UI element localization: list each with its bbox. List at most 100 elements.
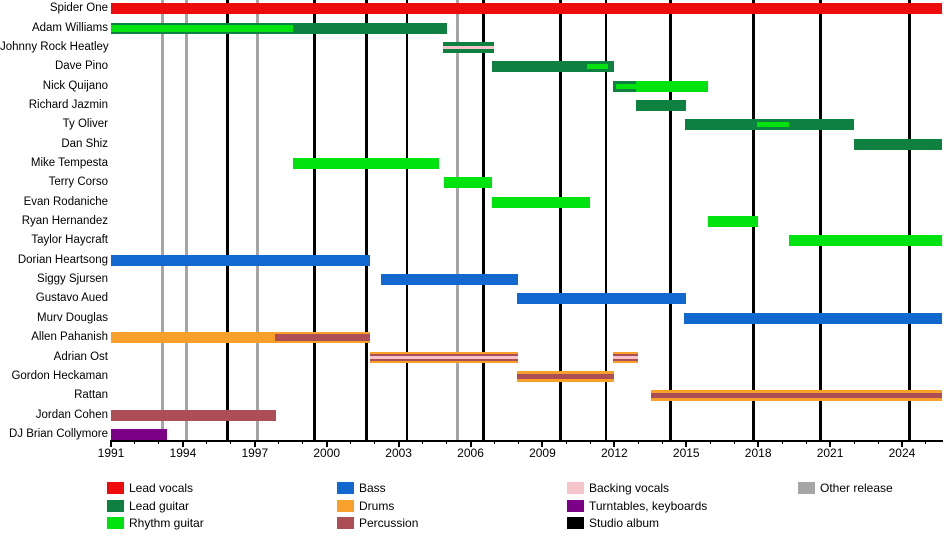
timeline-plot-area xyxy=(111,0,942,440)
major-tick xyxy=(110,440,112,447)
member-name: Nick Quijano xyxy=(42,79,108,92)
timeline-stripe-rhythm_guitar xyxy=(756,122,790,128)
legend-swatch-turntables_keyboards xyxy=(567,499,584,512)
member-name: Ryan Hernandez xyxy=(21,215,108,228)
legend-label: Drums xyxy=(359,498,395,513)
other-release-marker xyxy=(255,0,259,440)
timeline-bar-rhythm_guitar xyxy=(635,80,708,92)
minor-tick xyxy=(446,440,448,444)
studio-album-marker xyxy=(559,0,562,440)
member-name: Jordan Cohen xyxy=(35,408,108,421)
other-release-marker xyxy=(455,0,459,440)
legend-label: Studio album xyxy=(589,516,660,530)
axis-year-label: 1994 xyxy=(169,446,197,460)
major-tick xyxy=(685,440,688,447)
minor-tick xyxy=(350,440,352,444)
studio-album-marker xyxy=(604,0,608,440)
legend-swatch-backing_vocals xyxy=(567,482,584,494)
studio-album-marker xyxy=(482,0,486,440)
axis-year-label: 2003 xyxy=(385,446,412,460)
axis-year-label: 2012 xyxy=(600,446,628,460)
timeline-bar-lead_guitar xyxy=(685,119,855,131)
minor-tick xyxy=(877,440,879,444)
minor-tick xyxy=(374,440,376,444)
timeline-bar-bass xyxy=(111,254,370,266)
timeline-bar-lead_vocals xyxy=(111,3,942,15)
legend-label: Other release xyxy=(820,481,893,495)
member-name: Taylor Haycraft xyxy=(31,234,108,247)
timeline-bar-lead_guitar xyxy=(442,41,495,53)
legend-label: Lead vocals xyxy=(129,481,194,495)
timeline-bar-drums xyxy=(517,370,615,382)
studio-album-marker xyxy=(669,0,673,440)
member-name: Rattan xyxy=(74,389,108,402)
studio-album-marker xyxy=(907,0,911,440)
axis-year-label: 1997 xyxy=(241,446,269,460)
legend-swatch-percussion xyxy=(337,517,354,529)
member-name: Dave Pino xyxy=(54,60,108,73)
major-tick xyxy=(325,440,328,447)
legend-swatch-studio_album xyxy=(567,517,584,529)
legend-label: Bass xyxy=(359,481,386,495)
minor-tick xyxy=(422,440,424,444)
timeline-bar-lead_guitar xyxy=(635,99,687,111)
timeline-bar-bass xyxy=(683,312,942,324)
timeline-stripe-rhythm_guitar xyxy=(586,64,609,70)
member-name: Richard Jazmin xyxy=(28,98,108,111)
major-tick xyxy=(613,440,616,447)
timeline-bar-rhythm_guitar xyxy=(444,177,493,189)
minor-tick xyxy=(158,440,160,444)
minor-tick xyxy=(206,440,208,444)
member-name: DJ Brian Collymore xyxy=(8,427,108,440)
timeline-bar-drums xyxy=(369,351,519,363)
legend-label: Lead guitar xyxy=(129,498,190,513)
member-name: Terry Corso xyxy=(48,176,108,189)
member-name-column: Spider One Adam Williams Johnny Rock Heatl… xyxy=(0,0,109,440)
member-name: Dorian Heartsong xyxy=(17,253,108,266)
timeline-stripe-backing_vocals xyxy=(613,355,639,359)
member-name: Ty Oliver xyxy=(62,118,108,131)
timeline-bar-drums xyxy=(613,351,639,363)
minor-tick xyxy=(709,440,711,444)
legend-label: Percussion xyxy=(359,516,419,530)
timeline-bar-rhythm_guitar xyxy=(789,235,942,247)
legend-swatch-drums xyxy=(337,499,354,512)
legend-label: Backing vocals xyxy=(589,481,670,495)
major-tick xyxy=(469,440,472,447)
minor-tick xyxy=(517,440,519,444)
studio-album-marker xyxy=(225,0,229,440)
studio-album-marker xyxy=(405,0,409,440)
axis-year-label: 2000 xyxy=(313,446,341,460)
timeline-stripe-rhythm_guitar xyxy=(615,83,636,89)
axis-year-label: 2006 xyxy=(457,446,484,460)
legend-swatch-bass xyxy=(337,482,354,494)
timeline-bar-lead_guitar xyxy=(854,138,942,150)
legend-swatch-other_release xyxy=(798,482,815,494)
minor-tick xyxy=(302,440,304,444)
axis-year-label: 2018 xyxy=(744,446,772,460)
timeline-bar-lead_guitar xyxy=(492,61,615,73)
member-name: Murv Douglas xyxy=(37,311,108,324)
minor-tick xyxy=(589,440,591,444)
timeline-bar-lead_guitar xyxy=(613,80,636,92)
studio-album-marker xyxy=(313,0,317,440)
legend-swatch-rhythm_guitar xyxy=(107,517,124,529)
timeline-stripe-backing_vocals xyxy=(442,45,495,49)
timeline-bar-rhythm_guitar xyxy=(707,216,759,228)
timeline-bar-rhythm_guitar xyxy=(492,196,591,208)
minor-tick xyxy=(637,440,639,444)
major-tick xyxy=(829,440,832,447)
member-name: Evan Rodaniche xyxy=(23,195,108,208)
studio-album-marker xyxy=(819,0,822,440)
member-name: Adrian Ost xyxy=(53,350,108,363)
minor-tick xyxy=(134,440,136,444)
timeline-bar-bass xyxy=(517,293,687,305)
minor-tick xyxy=(733,440,735,444)
timeline-stripe-rhythm_guitar xyxy=(111,24,294,32)
major-tick xyxy=(757,440,760,447)
major-tick xyxy=(253,440,256,447)
major-tick xyxy=(541,440,544,447)
member-name: Gordon Heckaman xyxy=(11,369,108,382)
